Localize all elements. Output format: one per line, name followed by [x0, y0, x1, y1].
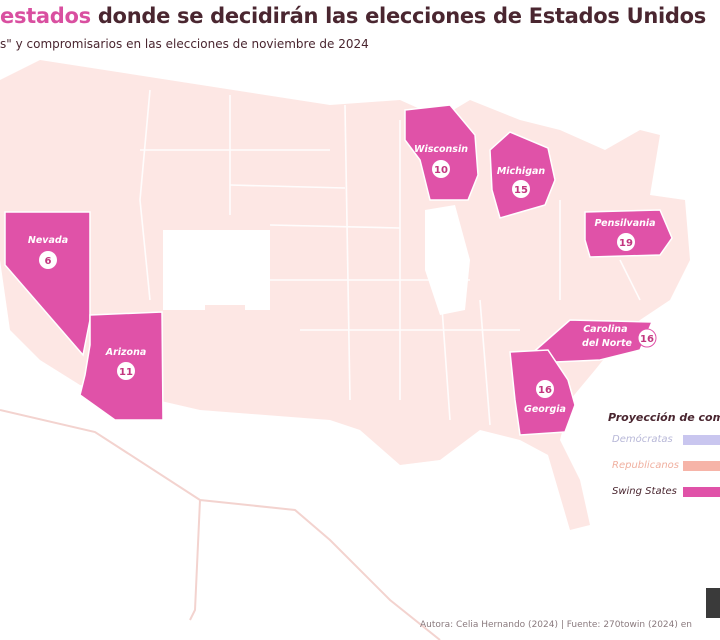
georgia-ev-circle — [536, 380, 554, 398]
legend-democrats-swatch — [683, 435, 720, 445]
nevada-label: Nevada — [28, 235, 68, 246]
legend-democrats-label: Demócratas — [612, 434, 673, 445]
carolina-ev-circle — [637, 328, 657, 348]
carolina-ev: 16 — [640, 334, 654, 345]
alaska-outline — [0, 409, 441, 640]
michigan-ev: 15 — [514, 185, 528, 196]
page-subtitle: s" y compromisarios en las elecciones de… — [0, 37, 369, 51]
nevada-ev: 6 — [45, 256, 52, 267]
wisconsin-label: Wisconsin — [414, 144, 468, 155]
illinois-blank — [425, 205, 470, 315]
arizona-ev-circle — [117, 362, 135, 380]
carolina-label: Carolina del Norte — [582, 324, 633, 349]
georgia-ev: 16 — [538, 385, 552, 396]
state-nevada — [4, 211, 91, 357]
title-rest: donde se decidirán las elecciones de Est… — [97, 4, 706, 28]
state-labels: Nevada 6 Arizona 11 Wisconsin 10 Michiga… — [28, 144, 657, 415]
nevada-ev-circle — [39, 251, 57, 269]
legend-title: Proyección de compr — [608, 411, 720, 424]
legend-swing-swatch — [683, 487, 720, 497]
title-highlight: estados — [0, 4, 91, 28]
state-michigan — [489, 131, 556, 219]
footer-credit: Autora: Celia Hernando (2024) | Fuente: … — [420, 620, 692, 630]
oklahoma-blank — [205, 305, 245, 405]
michigan-ev-circle — [512, 180, 530, 198]
page-title: estados donde se decidirán las eleccione… — [0, 4, 720, 38]
arizona-label: Arizona — [105, 347, 147, 358]
pensilvania-ev: 19 — [619, 238, 633, 249]
georgia-label: Georgia — [524, 404, 566, 415]
carolina-label-text-2: del Norte — [582, 338, 633, 349]
carolina-label-text: Carolina — [583, 324, 627, 335]
legend-republicans-label: Republicanos — [612, 460, 679, 471]
state-wisconsin — [404, 104, 479, 201]
wisconsin-ev-circle — [432, 160, 450, 178]
wisconsin-ev: 10 — [434, 165, 448, 176]
pensilvania-label: Pensilvania — [594, 218, 655, 229]
colorado-blank — [163, 230, 270, 310]
pensilvania-ev-circle — [617, 233, 635, 251]
legend-republicans-swatch — [683, 461, 720, 471]
legend-swing-label: Swing States — [612, 486, 677, 497]
arizona-ev: 11 — [119, 367, 133, 378]
michigan-label: Michigan — [497, 166, 546, 177]
publisher-logo — [706, 588, 720, 618]
